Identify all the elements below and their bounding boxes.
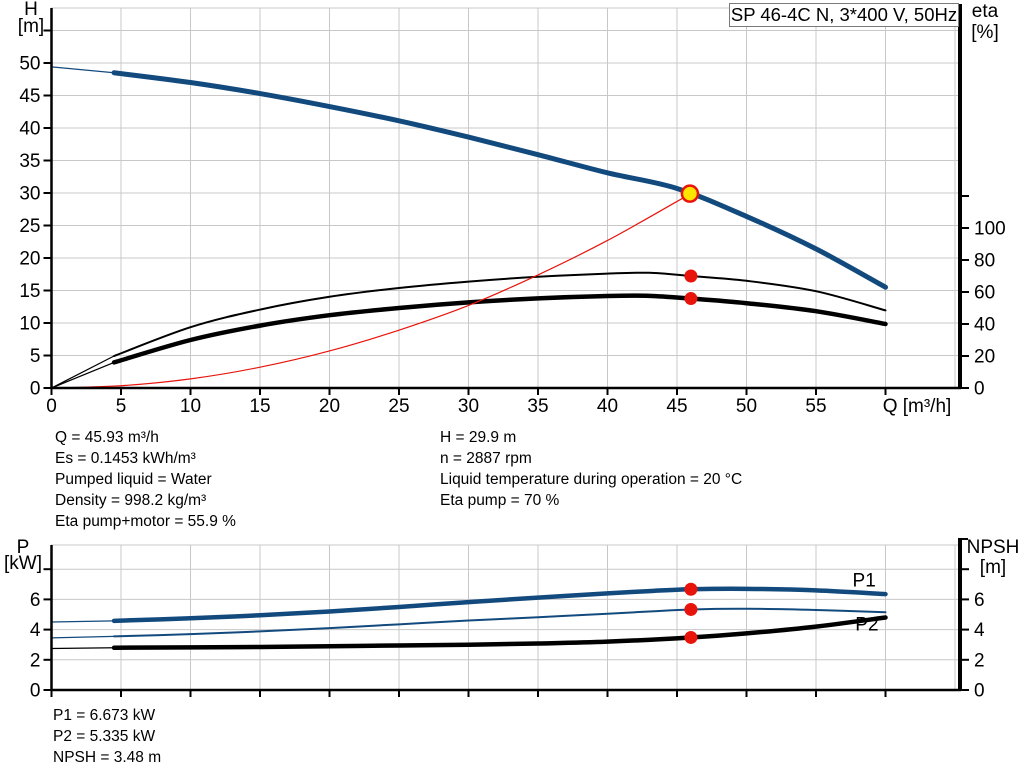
p-axis-title-unit: [kW]	[4, 553, 42, 574]
system-curve-curve	[50, 193, 691, 389]
x-tick-label: 30	[458, 396, 479, 417]
info-line-h: H = 29.9 m	[440, 429, 517, 446]
info-line-p1: P1 = 6.673 kW	[53, 707, 156, 724]
right-tick-label: 0	[974, 379, 985, 400]
right-tick-label: 2	[974, 650, 985, 671]
right-tick-label: 40	[974, 315, 995, 336]
info-line-eta-pump-motor: Eta pump+motor = 55.9 %	[55, 513, 236, 530]
marker-dot-eta-pump-motor	[684, 292, 698, 306]
plot-frame	[51, 7, 961, 389]
right-tick-label: 20	[974, 347, 995, 368]
npsh-axis-title-symbol: NPSH	[966, 537, 1020, 558]
x-tick-label: 15	[249, 396, 270, 417]
marker-dot-eta-pump	[684, 269, 698, 283]
x-tick-label: 0	[46, 396, 57, 417]
x-tick-label: 55	[805, 396, 826, 417]
left-tick-label: 2	[30, 650, 41, 671]
eta-pump-curve	[113, 271, 887, 357]
info-line-es: Es = 0.1453 kWh/m³	[55, 450, 196, 467]
left-tick-label: 0	[30, 681, 41, 702]
left-tick-label: 30	[19, 184, 40, 205]
left-tick-label: 45	[19, 86, 40, 107]
right-tick-label: 6	[974, 590, 985, 611]
right-tick-label: 4	[974, 620, 985, 641]
eta-axis-title-symbol: eta	[971, 1, 999, 22]
NPSH-curve	[111, 615, 888, 650]
P1-curve	[111, 586, 888, 624]
h-axis-title-unit: [m]	[17, 16, 45, 37]
h-axis-title: H [m]	[10, 0, 52, 37]
eta-pump-curve-lead	[51, 355, 115, 389]
info-line-liquid: Pumped liquid = Water	[55, 471, 212, 488]
left-tick-label: 5	[30, 346, 41, 367]
info-line-q: Q = 45.93 m³/h	[55, 429, 159, 446]
power-info: P1 = 6.673 kW P2 = 5.335 kW NPSH = 3.48 …	[53, 705, 161, 768]
curve-label-p1: P1	[853, 571, 876, 592]
right-tick-label: 60	[974, 283, 995, 304]
npsh-axis-title: NPSH [m]	[964, 538, 1022, 578]
h-axis-title-symbol: H	[24, 0, 38, 20]
info-line-p2: P2 = 5.335 kW	[53, 728, 156, 745]
info-line-npsh: NPSH = 3.48 m	[53, 749, 162, 766]
head-curve	[111, 70, 888, 290]
marker-dot-p2	[684, 602, 698, 616]
info-line-temperature: Liquid temperature during operation = 20…	[440, 471, 743, 488]
P2-curve-lead	[51, 635, 115, 639]
eta-axis-title: eta [%]	[962, 1, 1008, 43]
info-line-eta-pump: Eta pump = 70 %	[440, 492, 560, 509]
P2-curve	[113, 607, 887, 638]
right-tick-label: 0	[974, 681, 985, 702]
left-tick-label: 40	[19, 119, 40, 140]
x-tick-label: 10	[180, 396, 201, 417]
p-axis-title: P [kW]	[2, 537, 44, 574]
x-axis-title: Q [m³/h]	[883, 396, 952, 417]
right-tick-label: 100	[974, 219, 1006, 240]
left-tick-label: 15	[19, 281, 40, 302]
head-curve-lead	[51, 66, 115, 74]
eta-pump-motor-curve-lead	[51, 361, 115, 389]
info-line-density: Density = 998.2 kg/m³	[55, 492, 207, 509]
x-tick-label: 25	[388, 396, 409, 417]
x-tick-label: 45	[666, 396, 687, 417]
left-tick-label: 50	[19, 54, 40, 75]
duty-point-marker	[680, 184, 700, 203]
pump-title-box: SP 46-4C N, 3*400 V, 50Hz	[729, 3, 959, 27]
marker-dot-npsh	[684, 630, 698, 644]
x-tick-label: 50	[736, 396, 757, 417]
x-tick-label: 35	[527, 396, 548, 417]
left-tick-label: 25	[19, 216, 40, 237]
eta-pump-motor-curve	[111, 293, 888, 365]
left-tick-label: 20	[19, 249, 40, 270]
left-tick-label: 6	[30, 590, 41, 611]
P1-curve-lead	[51, 620, 115, 623]
left-tick-label: 0	[30, 379, 41, 400]
info-line-n: n = 2887 rpm	[440, 450, 532, 467]
marker-dot-p1	[684, 582, 698, 596]
p-axis-title-symbol: P	[16, 537, 30, 558]
curve-label-p2: P2	[855, 614, 878, 635]
duty-info-left: Q = 45.93 m³/h Es = 0.1453 kWh/m³ Pumped…	[55, 427, 236, 532]
x-tick-label: 20	[319, 396, 340, 417]
left-tick-label: 35	[19, 151, 40, 172]
npsh-axis-title-unit: [m]	[979, 557, 1007, 578]
left-tick-label: 4	[30, 620, 41, 641]
NPSH-curve-lead	[51, 647, 115, 650]
eta-axis-title-unit: [%]	[971, 22, 999, 43]
left-tick-label: 10	[19, 314, 40, 335]
x-tick-label: 40	[597, 396, 618, 417]
right-tick-label: 80	[974, 251, 995, 272]
duty-info-right: H = 29.9 m n = 2887 rpm Liquid temperatu…	[440, 427, 742, 511]
x-tick-label: 5	[116, 396, 127, 417]
